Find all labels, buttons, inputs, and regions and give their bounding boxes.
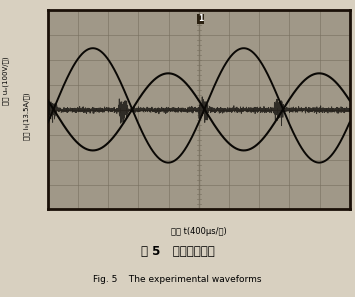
Text: 电压 uₒ(100V/格): 电压 uₒ(100V/格)	[2, 56, 9, 105]
Text: Fig. 5    The experimental waveforms: Fig. 5 The experimental waveforms	[93, 275, 262, 284]
Text: 1: 1	[198, 14, 203, 23]
Text: 图 5   原理试验波形: 图 5 原理试验波形	[141, 245, 214, 258]
Text: 电流 iₗᵢ(13.5A/格): 电流 iₗᵢ(13.5A/格)	[23, 92, 30, 140]
Text: 时间 t(400μs/格): 时间 t(400μs/格)	[171, 227, 227, 236]
